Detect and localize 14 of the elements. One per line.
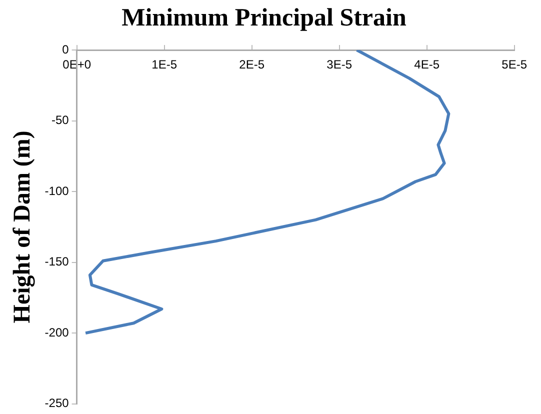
x-tick-label: 0E+0 [62,58,92,72]
x-tick-label: 5E-5 [502,58,528,72]
y-tick-label: -250 [44,396,70,410]
x-tick-label: 2E-5 [239,58,265,72]
y-tick-label: -200 [44,325,70,340]
x-tick-label: 4E-5 [414,58,440,72]
y-tick-label: -150 [44,254,70,269]
chart-title: Minimum Principal Strain [122,4,406,32]
y-axis-title: Height of Dam (m) [10,130,36,324]
y-tick-label: 0 [62,42,70,56]
y-tick-label: -50 [51,113,70,128]
x-tick-label: 3E-5 [326,58,352,72]
y-tick-label: -100 [44,184,70,198]
x-tick-label: 1E-5 [152,58,178,72]
